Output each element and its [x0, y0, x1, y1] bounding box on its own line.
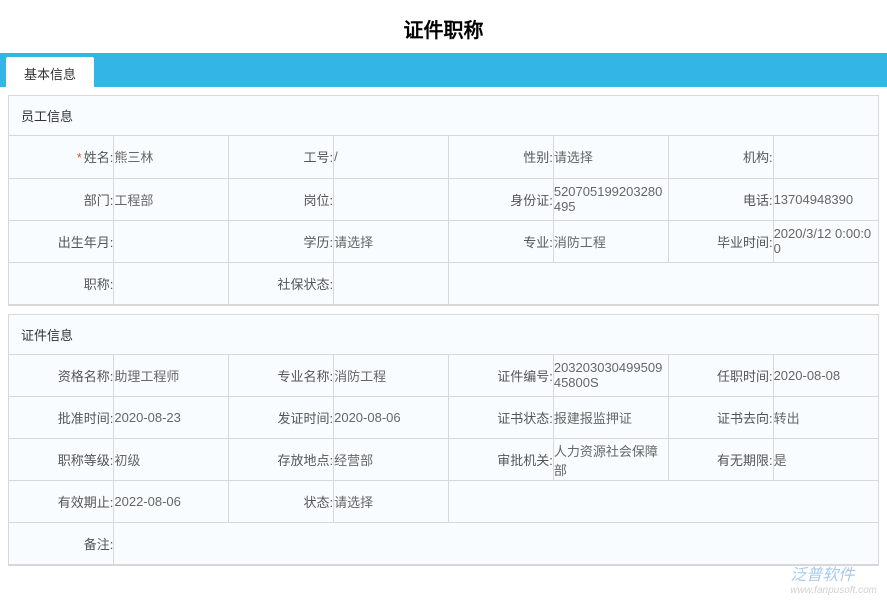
- label-qualname: 资格名称:: [9, 355, 114, 397]
- value-approvetime: 2020-08-23: [114, 397, 229, 439]
- tab-basic-info[interactable]: 基本信息: [6, 57, 94, 90]
- value-birth: [114, 220, 229, 262]
- value-empno: /: [334, 136, 449, 178]
- cert-table: 资格名称: 助理工程师 专业名称: 消防工程 证件编号: 20320303049…: [9, 355, 878, 566]
- value-major: 消防工程: [553, 220, 668, 262]
- value-phone: 13704948390: [773, 178, 878, 220]
- value-remark: [114, 523, 878, 565]
- label-birth: 出生年月:: [9, 220, 114, 262]
- tab-bar: 基本信息: [0, 53, 887, 87]
- employee-section: 员工信息 *姓名: 熊三林 工号: / 性别: 请选择 机构: 部门: 工程部 …: [8, 95, 879, 306]
- label-certstatus: 证书状态:: [448, 397, 553, 439]
- label-idcard: 身份证:: [448, 178, 553, 220]
- label-certwhere: 证书去向:: [668, 397, 773, 439]
- value-issuetime: 2020-08-06: [334, 397, 449, 439]
- label-storeplace: 存放地点:: [229, 439, 334, 481]
- page-title: 证件职称: [0, 0, 887, 53]
- label-empno: 工号:: [229, 136, 334, 178]
- label-haslimit: 有无期限:: [668, 439, 773, 481]
- value-org: [773, 136, 878, 178]
- label-issuetime: 发证时间:: [229, 397, 334, 439]
- label-validto: 有效期止:: [9, 481, 114, 523]
- cert-section: 证件信息 资格名称: 助理工程师 专业名称: 消防工程 证件编号: 203203…: [8, 314, 879, 567]
- label-approvetime: 批准时间:: [9, 397, 114, 439]
- value-certwhere: 转出: [773, 397, 878, 439]
- value-post: [334, 178, 449, 220]
- label-status: 状态:: [229, 481, 334, 523]
- value-certno: 20320303049950945800S: [553, 355, 668, 397]
- value-title: [114, 262, 229, 304]
- label-title: 职称:: [9, 262, 114, 304]
- label-remark: 备注:: [9, 523, 114, 565]
- label-majorname: 专业名称:: [229, 355, 334, 397]
- label-edu: 学历:: [229, 220, 334, 262]
- label-org: 机构:: [668, 136, 773, 178]
- label-major: 专业:: [448, 220, 553, 262]
- value-certstatus: 报建报监押证: [553, 397, 668, 439]
- employee-table: *姓名: 熊三林 工号: / 性别: 请选择 机构: 部门: 工程部 岗位: 身…: [9, 136, 878, 305]
- label-jobtime: 任职时间:: [668, 355, 773, 397]
- label-dept: 部门:: [9, 178, 114, 220]
- label-social: 社保状态:: [229, 262, 334, 304]
- label-phone: 电话:: [668, 178, 773, 220]
- value-status[interactable]: 请选择: [334, 481, 449, 523]
- value-haslimit: 是: [773, 439, 878, 481]
- value-titlelevel: 初级: [114, 439, 229, 481]
- label-post: 岗位:: [229, 178, 334, 220]
- value-idcard: 520705199203280495: [553, 178, 668, 220]
- value-approveorg: 人力资源社会保障部: [553, 439, 668, 481]
- value-qualname: 助理工程师: [114, 355, 229, 397]
- value-validto: 2022-08-06: [114, 481, 229, 523]
- employee-section-title: 员工信息: [9, 96, 878, 136]
- value-social: [334, 262, 449, 304]
- label-name: *姓名:: [9, 136, 114, 178]
- cert-section-title: 证件信息: [9, 315, 878, 355]
- label-approveorg: 审批机关:: [448, 439, 553, 481]
- label-titlelevel: 职称等级:: [9, 439, 114, 481]
- value-gender[interactable]: 请选择: [553, 136, 668, 178]
- value-majorname: 消防工程: [334, 355, 449, 397]
- value-storeplace: 经营部: [334, 439, 449, 481]
- value-name: 熊三林: [114, 136, 229, 178]
- value-dept: 工程部: [114, 178, 229, 220]
- value-jobtime: 2020-08-08: [773, 355, 878, 397]
- label-certno: 证件编号:: [448, 355, 553, 397]
- watermark-logo: 泛普软件 www.fanpusoft.com: [790, 561, 877, 596]
- value-edu[interactable]: 请选择: [334, 220, 449, 262]
- label-gender: 性别:: [448, 136, 553, 178]
- label-gradtime: 毕业时间:: [668, 220, 773, 262]
- value-gradtime: 2020/3/12 0:00:00: [773, 220, 878, 262]
